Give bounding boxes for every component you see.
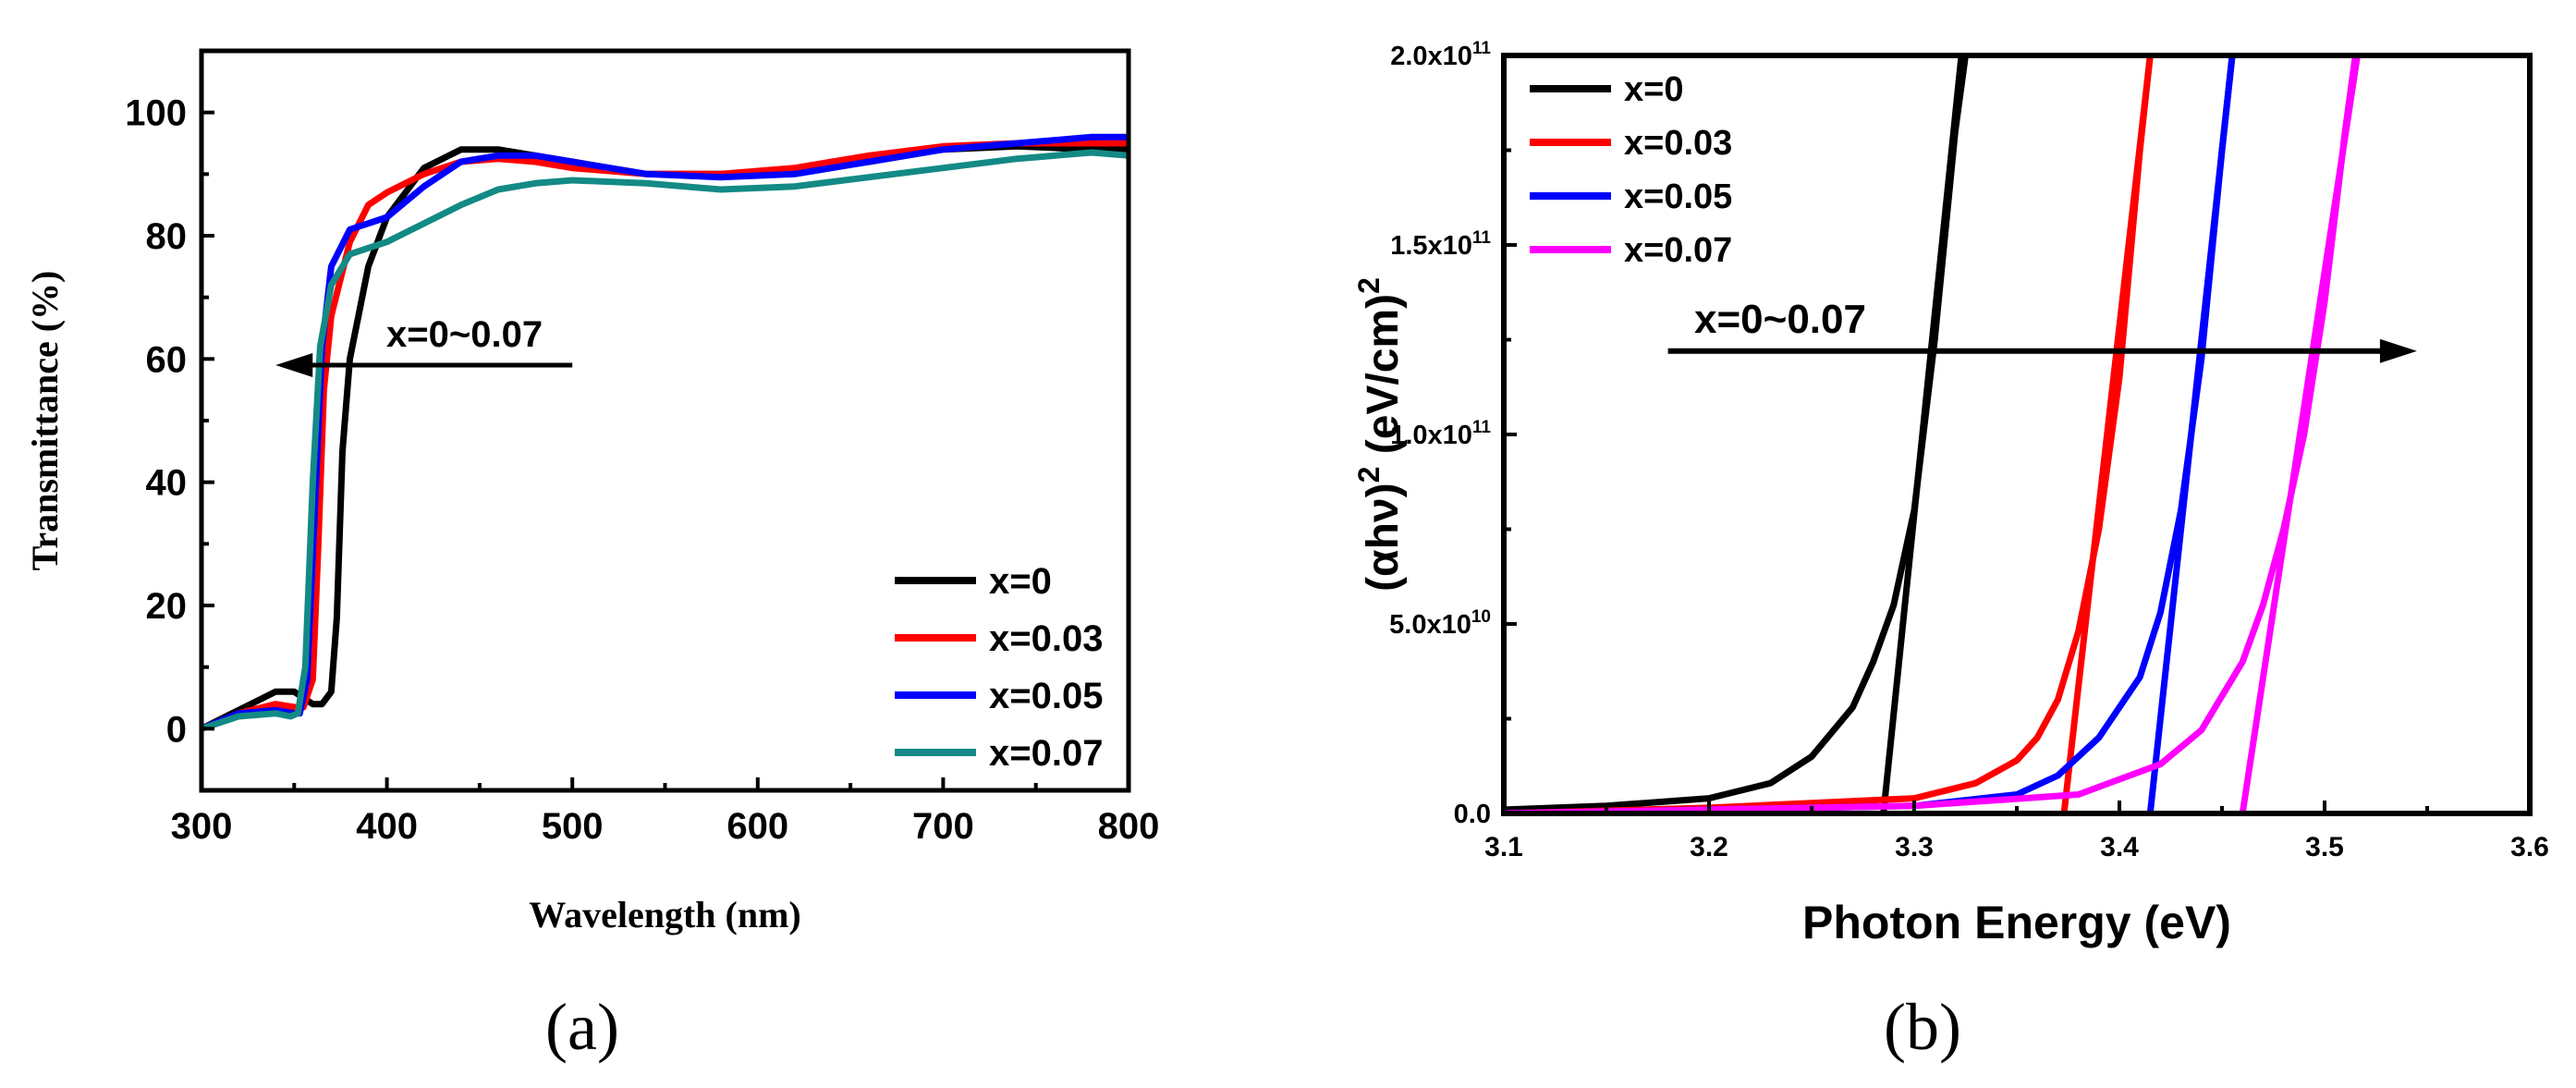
- x-tick-label-700: 700: [912, 806, 974, 847]
- y-tick-mantissa: 5.0x10: [1389, 610, 1471, 640]
- y-tick-label-0.0: 0.0: [1454, 800, 1491, 829]
- x-tick-label-800: 800: [1098, 806, 1160, 847]
- y-tick-exponent: 11: [1472, 418, 1492, 437]
- annotation-arrow-head: [275, 353, 313, 377]
- y-tick-exponent: 11: [1472, 228, 1492, 248]
- legend-label-x=0.03: x=0.03: [1624, 124, 1732, 163]
- y-axis-label: (αhν)2 (eV/cm)2: [1352, 277, 1408, 592]
- y-tick-mantissa: 1.0x10: [1390, 421, 1472, 450]
- y-tick-mantissa: 2.0x10: [1390, 42, 1472, 71]
- y-tick-label-1.0x10: 1.0x1011: [1390, 418, 1491, 450]
- plot-frame-b: [1501, 53, 2533, 816]
- annotation-arrow-head: [2379, 338, 2417, 363]
- y-axis-label-sup2: 2: [1352, 277, 1386, 294]
- legend-label-x=0.07: x=0.07: [989, 733, 1103, 774]
- y-tick-label-0: 0: [166, 709, 187, 750]
- tangent-line-x=0.07: [2239, 55, 2361, 813]
- legend-label-x=0.05: x=0.05: [989, 676, 1103, 716]
- y-tick-label-80: 80: [146, 216, 188, 257]
- chart-panel-b: 3.1 3.2 3.3 3.4 3.5 3.60.05.0x10101.0x10111.5…: [1352, 39, 2549, 1064]
- x-tick-label-3.5: 3.5: [2305, 832, 2344, 862]
- y-tick-label-60: 60: [146, 339, 188, 380]
- y-tick-exponent: 10: [1471, 607, 1491, 627]
- y-tick-mantissa: 0.0: [1454, 800, 1491, 829]
- x-axis-label: Photon Energy (eV): [1802, 897, 2231, 948]
- y-axis-label-main: (αhν): [1359, 483, 1408, 592]
- x-tick-label-300: 300: [171, 806, 233, 847]
- x-tick-label-3.4: 3.4: [2100, 832, 2139, 862]
- panel-label-a: (a): [545, 990, 619, 1064]
- y-tick-label-2.0x10: 2.0x1011: [1390, 39, 1491, 71]
- legend-label-x=0.05: x=0.05: [1624, 177, 1732, 216]
- annotation-label: x=0~0.07: [386, 314, 543, 355]
- y-axis-label-rest: (eV/cm): [1359, 294, 1408, 467]
- y-tick-exponent: 11: [1472, 39, 1492, 58]
- legend-label-x=0: x=0: [989, 561, 1052, 602]
- series-line-x=0.05: [1504, 55, 2236, 813]
- series-line-x=0.03: [1504, 55, 2154, 813]
- x-tick-label-3.3: 3.3: [1895, 832, 1934, 862]
- legend-label-x=0.03: x=0.03: [989, 618, 1103, 659]
- y-tick-mantissa: 1.5x10: [1390, 231, 1472, 261]
- tangent-line-x=0.05: [2146, 55, 2236, 813]
- y-tick-label-20: 20: [146, 586, 188, 627]
- series-line-x=0.07: [1504, 55, 2359, 813]
- chart-panel-a: 300 400 500 600 700 800 0 20 40 60 80 100 Wavelength…: [24, 48, 1160, 1064]
- panel-label-b: (b): [1884, 990, 1961, 1064]
- x-tick-label-400: 400: [356, 806, 418, 847]
- y-axis-label-sup1: 2: [1352, 467, 1386, 483]
- legend-label-x=0: x=0: [1624, 70, 1683, 109]
- x-tick-label-3.2: 3.2: [1690, 832, 1728, 862]
- x-axis-label: Wavelength (nm): [529, 894, 800, 935]
- x-tick-label-3.6: 3.6: [2510, 832, 2549, 862]
- y-axis-label: Transmittance (%): [24, 271, 66, 571]
- y-tick-label-40: 40: [146, 463, 188, 504]
- y-tick-label-1.5x10: 1.5x1011: [1390, 228, 1491, 261]
- y-tick-label-100: 100: [125, 93, 187, 134]
- tangent-line-x=0: [1880, 55, 1965, 813]
- annotation-label: x=0~0.07: [1694, 297, 1866, 342]
- x-tick-label-3.1: 3.1: [1484, 832, 1523, 862]
- x-tick-label-500: 500: [542, 806, 604, 847]
- legend-label-x=0.07: x=0.07: [1624, 231, 1732, 270]
- x-tick-label-600: 600: [726, 806, 788, 847]
- y-tick-label-5.0x10: 5.0x1010: [1389, 607, 1491, 640]
- series-line-x=0.07: [201, 149, 1129, 732]
- tangent-line-x=0.03: [2060, 55, 2154, 813]
